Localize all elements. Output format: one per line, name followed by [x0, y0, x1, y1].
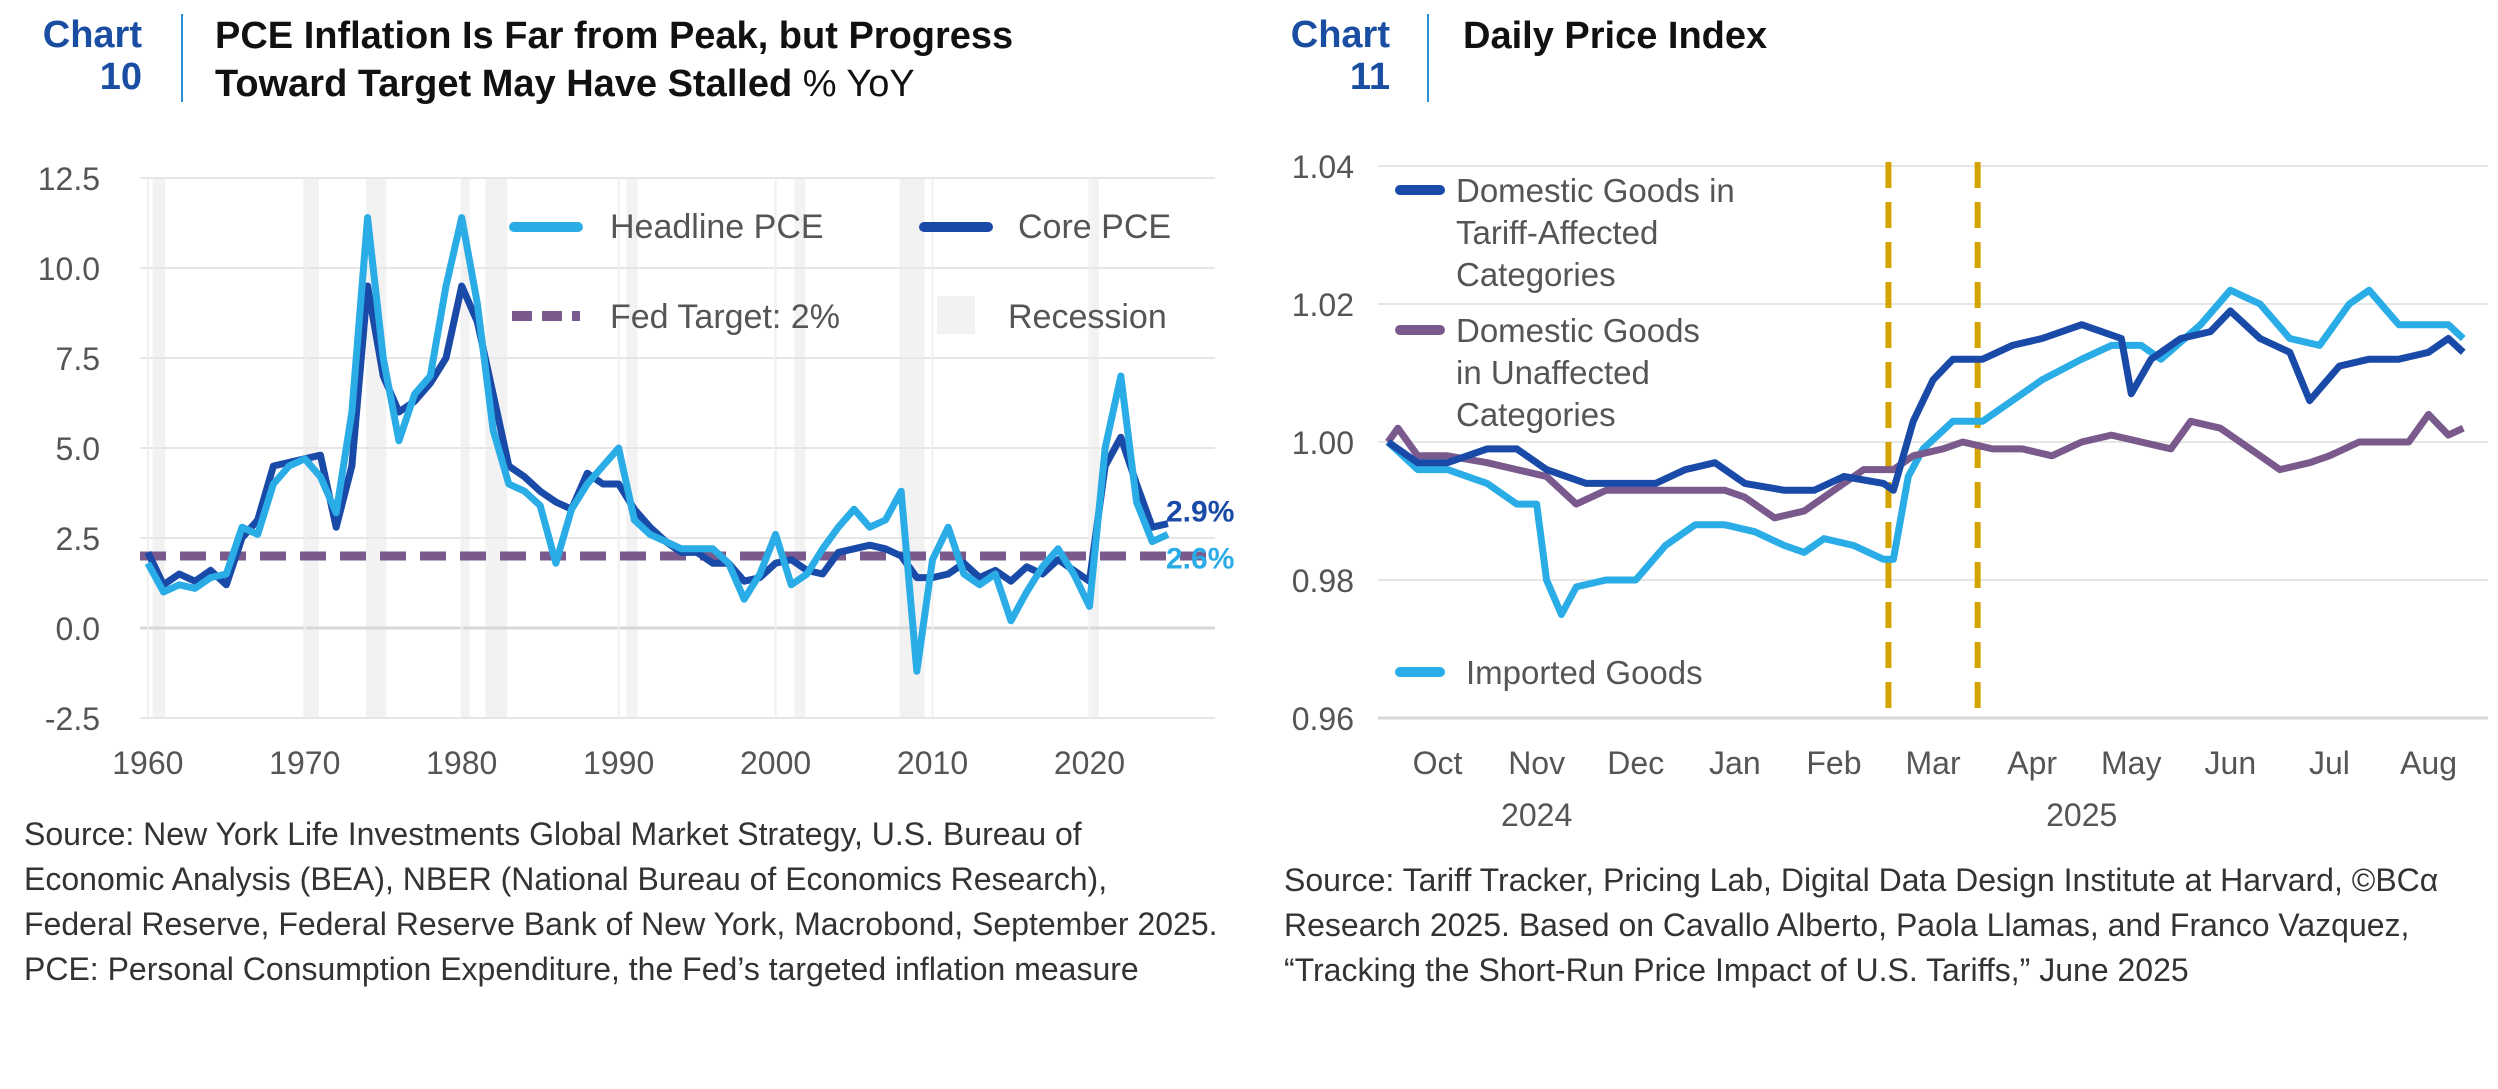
x-tick-label: Jan [1709, 745, 1761, 781]
chart10-title-line1: PCE Inflation Is Far from Peak, but Prog… [215, 15, 1014, 57]
headline-end-label: 2.6% [1166, 542, 1234, 575]
y-tick-label: 1.00 [1292, 425, 1354, 461]
chart10-title-line2: Toward Target May Have Stalled [215, 63, 793, 105]
x-tick-label: Feb [1806, 745, 1861, 781]
chart11-label-number: 11 [1349, 56, 1390, 98]
legend-headline-label: Headline PCE [610, 208, 824, 246]
x-tick-label: 1990 [583, 745, 654, 781]
chart11-label: Chart 11 [1270, 14, 1390, 98]
y-tick-label: 10.0 [38, 251, 100, 287]
x-tick-label: Aug [2400, 745, 2457, 781]
x-tick-label: May [2101, 745, 2161, 781]
x-tick-label: 1980 [426, 745, 497, 781]
x-tick-label: 2000 [740, 745, 811, 781]
y-tick-label: -2.5 [45, 701, 100, 737]
chart10-label-number: 10 [99, 56, 142, 98]
y-tick-label: 0.96 [1292, 701, 1354, 737]
legend-label: Imported Goods [1466, 654, 1703, 691]
legend-target-label: Fed Target: 2% [610, 298, 840, 336]
x-tick-label: 2020 [1054, 745, 1125, 781]
legend-label: Domestic Goods in [1456, 172, 1735, 209]
chart11-plot: 1.04 1.02 1.00 0.98 0.96 Oct Nov Dec Jan Feb Mar Ap… [1292, 149, 2488, 833]
legend-core-label: Core PCE [1018, 208, 1171, 246]
chart10-divider [181, 14, 183, 102]
y-tick-label: 12.5 [38, 161, 100, 197]
legend-label: in Unaffected [1456, 354, 1650, 391]
chart11-title: Daily Price Index [1463, 15, 1768, 57]
chart10-label-word: Chart [42, 14, 142, 56]
x-tick-label: Oct [1413, 745, 1463, 781]
y-tick-label: 7.5 [56, 341, 100, 377]
chart11-label-word: Chart [1290, 14, 1390, 56]
headline-pce-line [144, 214, 1170, 675]
chart11-divider [1427, 14, 1429, 102]
y-tick-label: 2.5 [56, 521, 100, 557]
chart11-source: Source: Tariff Tracker, Pricing Lab, Dig… [1284, 862, 2439, 988]
core-end-label: 2.9% [1166, 496, 1234, 529]
tariff-affected-line [1386, 307, 2466, 494]
x-tick-label: Jun [2205, 745, 2257, 781]
chart10-label: Chart 10 [20, 14, 142, 98]
y-tick-label: 1.04 [1292, 149, 1354, 185]
legend-label: Categories [1456, 396, 1616, 433]
y-tick-label: 0.98 [1292, 563, 1354, 599]
y-tick-label: 1.02 [1292, 287, 1354, 323]
legend-recession-swatch [937, 296, 975, 334]
x-tick-label: 1960 [112, 745, 183, 781]
year-label: 2025 [2046, 797, 2117, 833]
y-tick-label: 5.0 [56, 431, 100, 467]
x-tick-label: Apr [2007, 745, 2057, 781]
chart10-title: PCE Inflation Is Far from Peak, but Prog… [215, 12, 1265, 108]
unaffected-line [1385, 410, 2465, 522]
chart10-source: Source: New York Life Investments Global… [24, 816, 1218, 987]
x-tick-label: 2010 [897, 745, 968, 781]
x-tick-label: Mar [1905, 745, 1960, 781]
x-tick-label: Dec [1607, 745, 1664, 781]
x-tick-label: Jul [2309, 745, 2350, 781]
imported-goods-line [1385, 286, 2466, 618]
legend-recession-label: Recession [1008, 298, 1167, 336]
chart10-plot: 12.5 10.0 7.5 5.0 2.5 0.0 -2.5 1960 1970 1980 1990… [38, 161, 1235, 781]
x-tick-label: Nov [1508, 745, 1565, 781]
y-tick-label: 0.0 [56, 611, 100, 647]
year-label: 2024 [1501, 797, 1572, 833]
legend-label: Categories [1456, 256, 1616, 293]
legend-label: Tariff-Affected [1456, 214, 1658, 251]
x-tick-label: 1970 [269, 745, 340, 781]
legend-label: Domestic Goods [1456, 312, 1700, 349]
chart10-unit: % YoY [802, 63, 915, 105]
